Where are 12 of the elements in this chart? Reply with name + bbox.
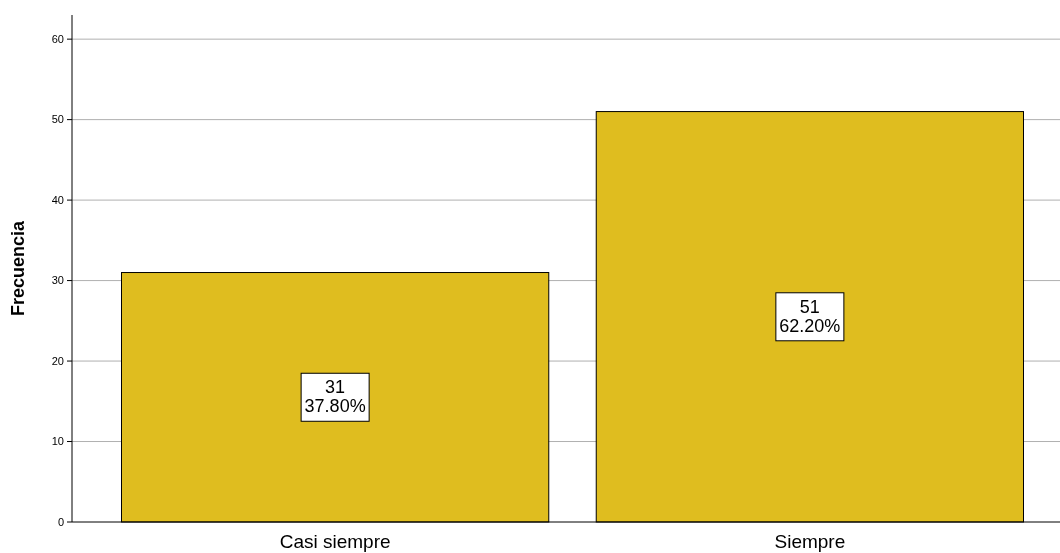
x-tick-label: Siempre xyxy=(774,531,846,552)
y-axis-title: Frecuencia xyxy=(8,219,28,317)
x-tick-label: Casi siempre xyxy=(279,531,391,552)
y-tick-label: 60 xyxy=(51,32,64,45)
y-tick-label: 50 xyxy=(51,113,64,126)
y-tick-label: 30 xyxy=(51,274,64,287)
data-label: 31 37.80% xyxy=(304,377,366,417)
data-label: 51 62.20% xyxy=(779,296,841,336)
y-tick-label: 40 xyxy=(51,193,64,206)
y-tick-label: 10 xyxy=(51,435,64,448)
y-tick-label: 20 xyxy=(51,354,64,367)
y-tick-label: 0 xyxy=(57,515,64,528)
